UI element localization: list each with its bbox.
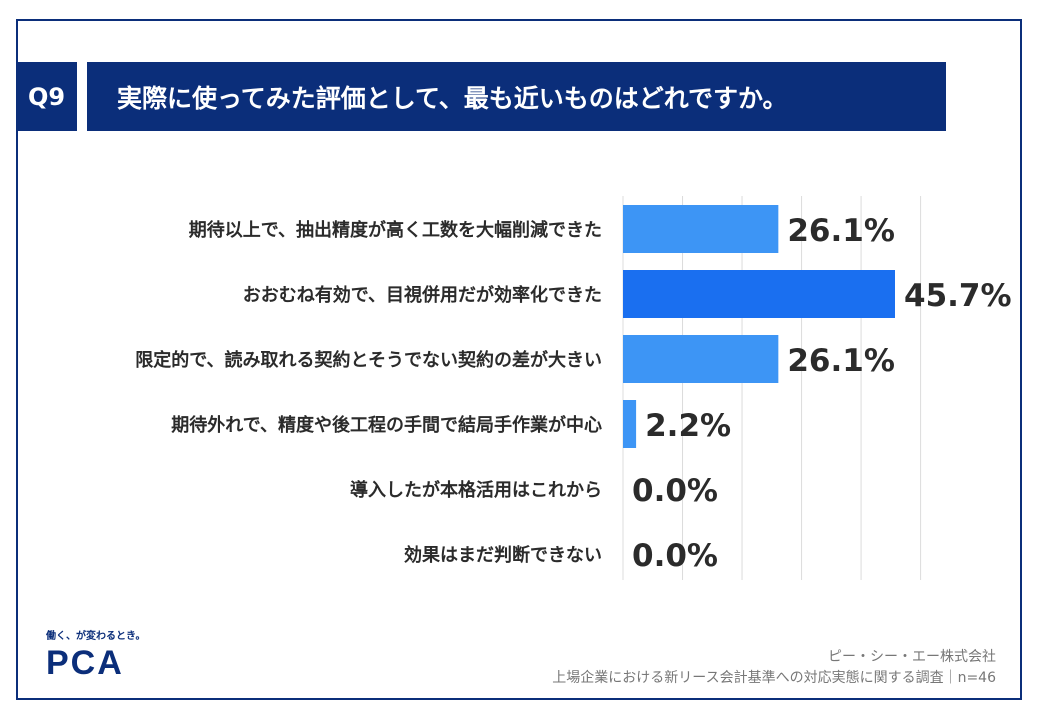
logo-tagline: 働く、が変わるとき。 [46, 631, 146, 642]
value-label: 26.1% [787, 343, 895, 379]
value-label: 0.0% [632, 473, 718, 509]
footer-company: ピー・シー・エー株式会社 [828, 649, 996, 665]
category-label: おおむね有効で、目視併用だが効率化できた [243, 284, 602, 306]
category-label: 導入したが本格活用はこれから [350, 479, 602, 501]
question-number: Q9 [27, 82, 66, 111]
category-label: 効果はまだ判断できない [404, 544, 602, 566]
category-label: 限定的で、読み取れる契約とそうでない契約の差が大きい [135, 349, 602, 371]
chart-frame [16, 19, 1022, 700]
value-label: 45.7% [904, 278, 1012, 314]
bar [623, 205, 779, 253]
footer-survey: 上場企業における新リース会計基準への対応実態に関する調査｜n=46 [552, 670, 996, 686]
question-number-badge: Q9 [16, 62, 77, 131]
question-text: 実際に使ってみた評価として、最も近いものはどれですか。 [117, 83, 788, 113]
value-label: 2.2% [645, 408, 731, 444]
pca-logo: PCA [46, 644, 136, 684]
value-label: 26.1% [787, 213, 895, 249]
question-header: 実際に使ってみた評価として、最も近いものはどれですか。 [87, 62, 946, 131]
category-label: 期待外れで、精度や後工程の手間で結局手作業が中心 [171, 414, 602, 436]
category-label: 期待以上で、抽出精度が高く工数を大幅削減できた [189, 219, 602, 241]
bar [623, 400, 637, 448]
pca-logo-mark: PCA [46, 644, 124, 682]
value-label: 0.0% [632, 538, 718, 574]
bar [623, 270, 895, 318]
bar [623, 335, 779, 383]
pca-logo-text: PCA [46, 644, 124, 680]
